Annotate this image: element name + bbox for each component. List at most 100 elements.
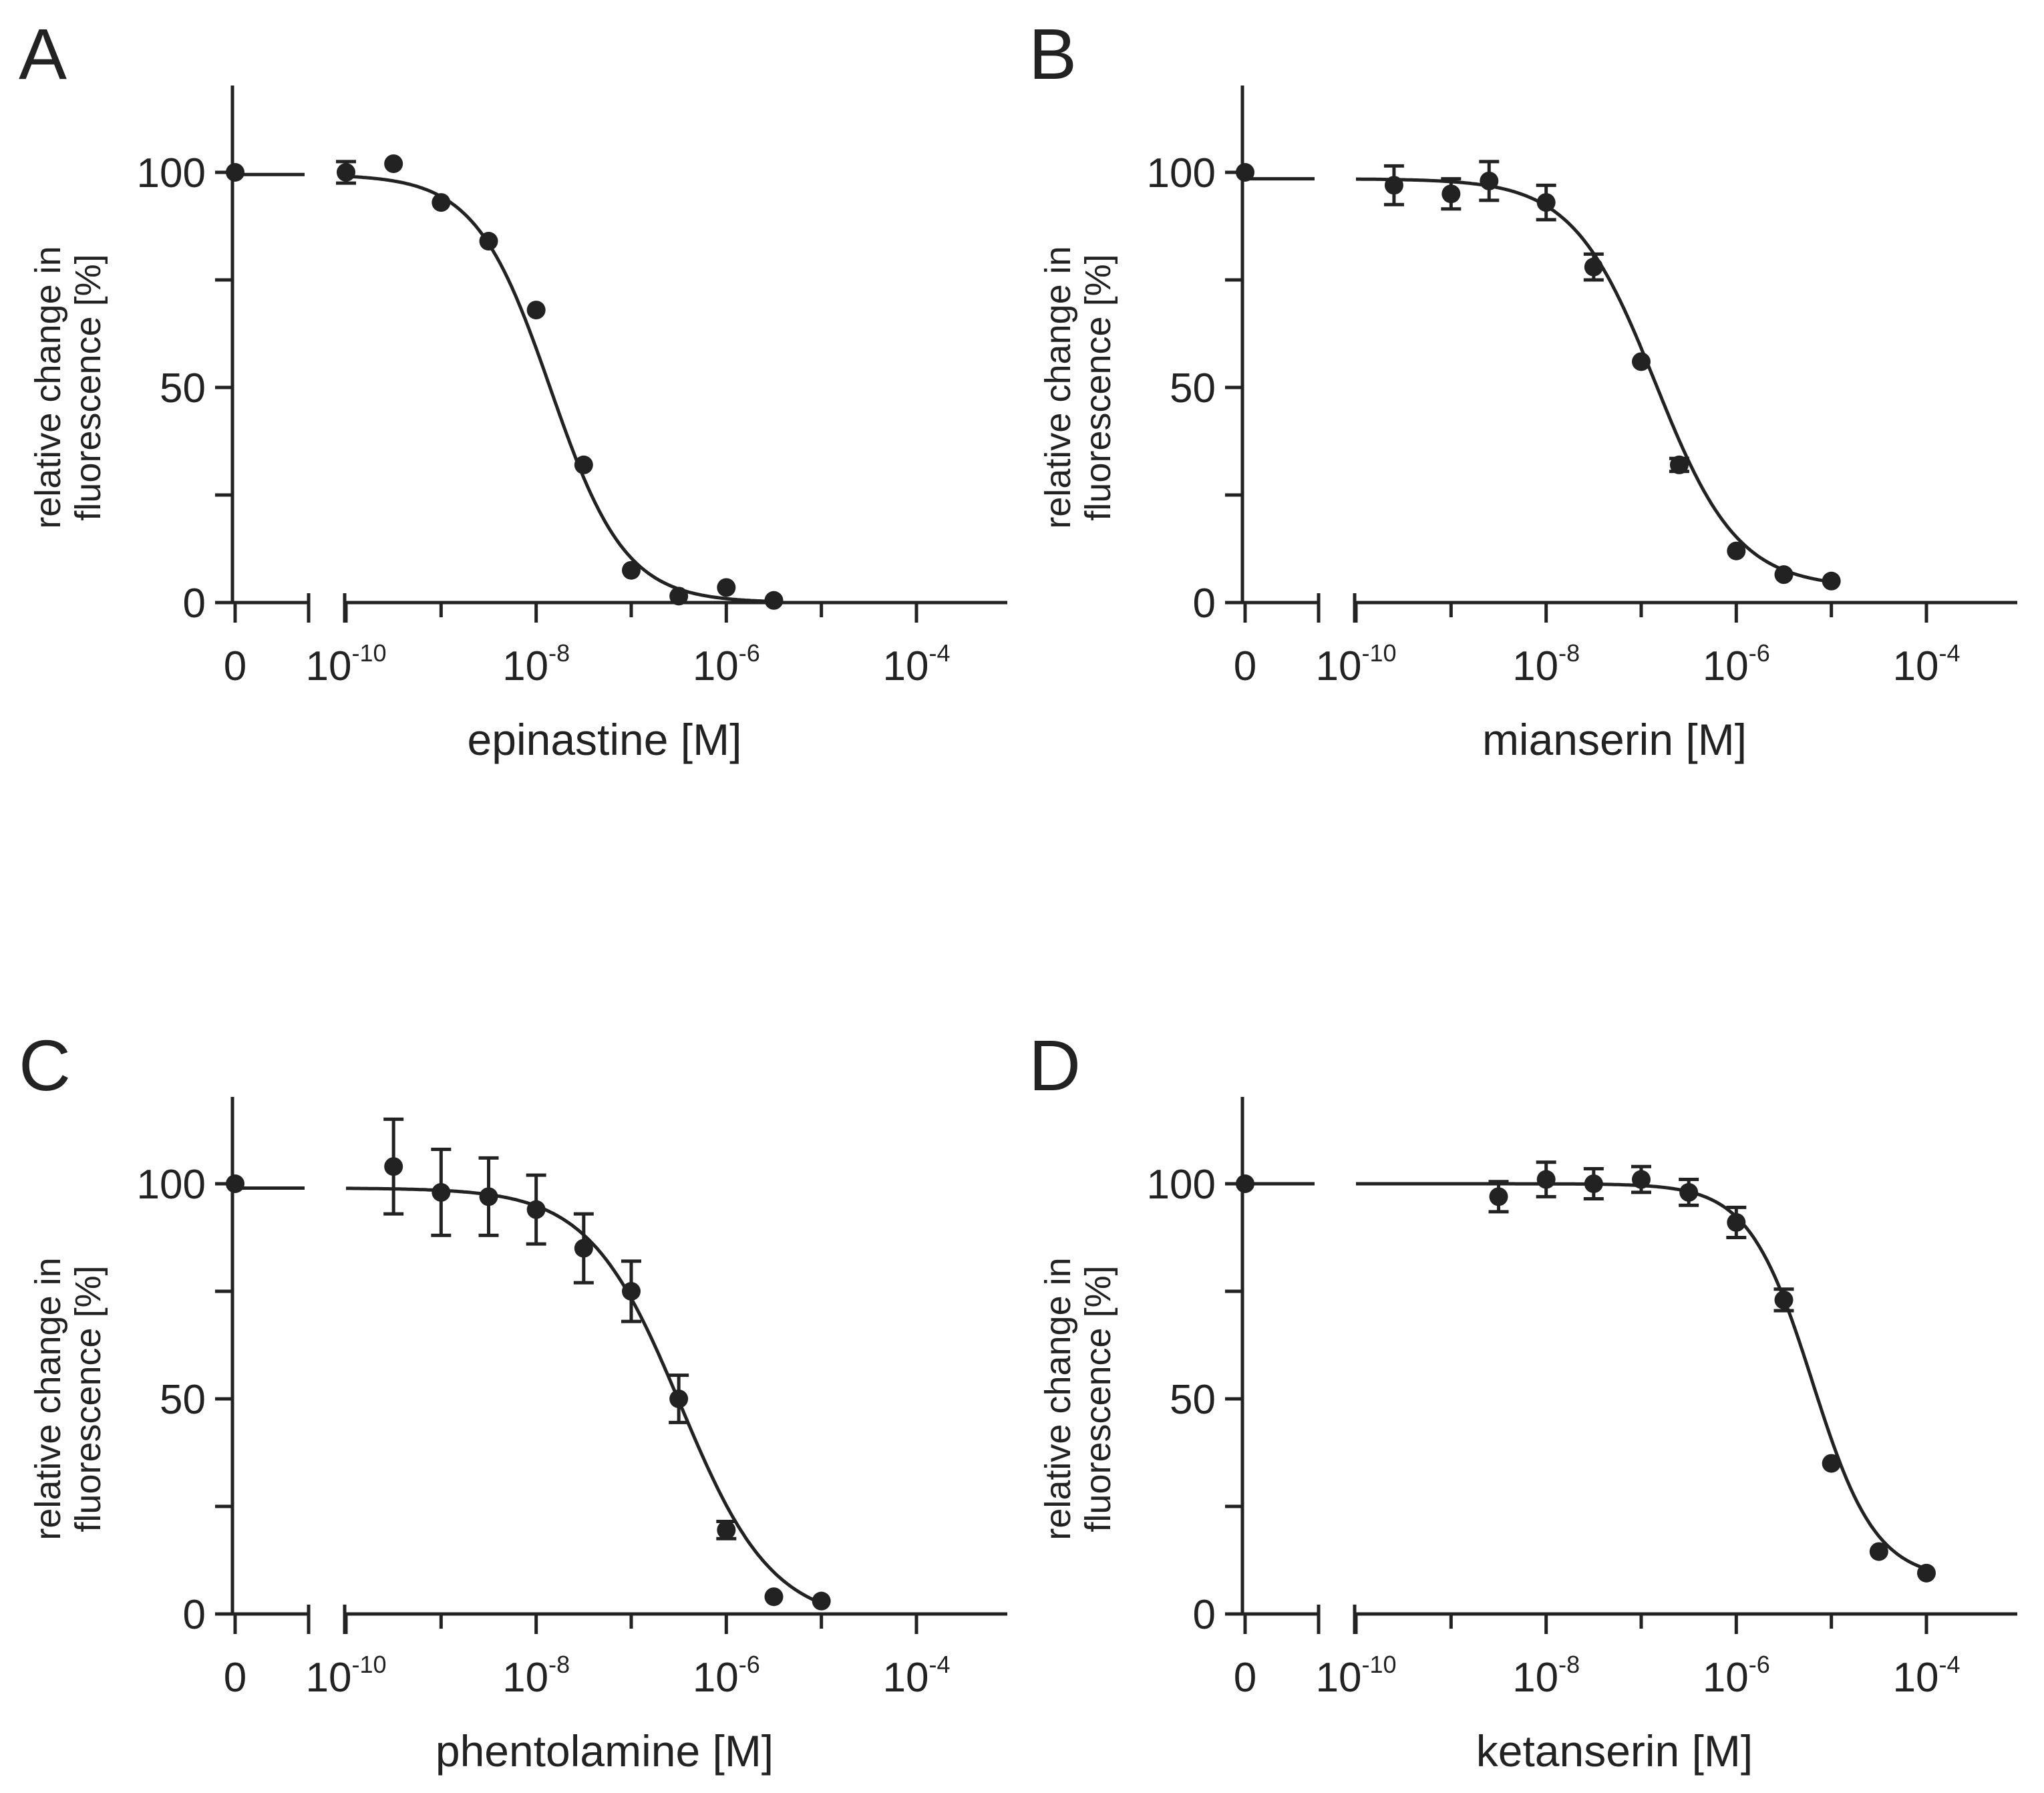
x-tick-exponent: -8: [548, 639, 570, 667]
data-point: [764, 591, 784, 610]
control-point: [226, 163, 244, 182]
control-point: [1236, 163, 1254, 182]
data-point: [1822, 571, 1841, 591]
y-tick-label: 50: [1170, 365, 1216, 412]
panel-letter: C: [19, 1025, 71, 1106]
data-point: [1822, 1454, 1841, 1473]
panel-c: C 0 50 100 relative change in fluorescence [%…: [19, 1025, 1007, 1776]
x-tick-exponent: -4: [928, 1651, 950, 1678]
y-tick-label: 100: [137, 150, 206, 196]
x-tick-exponent: -8: [1558, 1651, 1580, 1678]
data-point: [1774, 565, 1794, 585]
data-point: [479, 232, 498, 251]
panel-letter: A: [19, 13, 67, 94]
panel-b: B 0 50 100 relative change in fluorescence [%…: [1029, 13, 2017, 764]
data-point: [812, 1591, 831, 1611]
panel-letter: D: [1029, 1025, 1081, 1106]
data-point: [1917, 1563, 1936, 1583]
data-point: [622, 1282, 641, 1301]
y-tick-label: 0: [183, 1592, 206, 1638]
data-point: [1669, 455, 1689, 474]
data-point: [432, 193, 451, 212]
x-tick-exponent: -8: [1558, 639, 1580, 667]
y-axis-title-line2: fluorescence [%]: [1078, 1265, 1118, 1532]
control-point: [226, 1174, 244, 1193]
data-point: [432, 1182, 451, 1202]
y-tick-label: 0: [1193, 1592, 1216, 1638]
x-tick-label-zero: 0: [224, 643, 246, 689]
y-axis-title-line1: relative change in: [28, 246, 68, 528]
x-tick-exponent: -4: [1938, 1651, 1960, 1678]
data-point: [1584, 1174, 1603, 1193]
data-point: [1441, 184, 1461, 204]
x-tick-label: 10-10: [1316, 639, 1397, 689]
data-point: [384, 154, 403, 174]
y-axis-title-line1: relative change in: [28, 1257, 68, 1540]
data-point: [1727, 541, 1746, 560]
data-point: [1869, 1542, 1888, 1561]
data-point: [1480, 171, 1499, 190]
y-tick-label: 0: [183, 581, 206, 627]
y-axis-title-line1: relative change in: [1038, 1257, 1078, 1540]
data-point: [1632, 1170, 1651, 1189]
data-point: [669, 587, 689, 606]
y-tick-label: 50: [160, 1377, 206, 1423]
x-tick-label: 10-6: [1703, 1651, 1770, 1701]
data-point: [1384, 176, 1403, 195]
x-tick-exponent: -10: [1361, 1651, 1396, 1678]
x-tick-label: 10-8: [1512, 1651, 1580, 1701]
y-axis-title-line2: fluorescence [%]: [68, 254, 108, 520]
data-point: [622, 560, 641, 580]
x-tick-exponent: -6: [1749, 639, 1770, 667]
x-tick-exponent: -4: [928, 639, 950, 667]
y-tick-label: 100: [137, 1162, 206, 1208]
fit-curve: [345, 174, 774, 603]
data-point: [384, 1157, 403, 1176]
x-tick-exponent: -10: [351, 639, 386, 667]
x-tick-label-zero: 0: [1234, 1655, 1256, 1701]
x-tick-exponent: -10: [1361, 639, 1396, 667]
x-tick-exponent: -8: [548, 1651, 570, 1678]
y-tick-label: 0: [1193, 581, 1216, 627]
control-point: [1236, 1174, 1254, 1193]
data-point: [1727, 1212, 1746, 1232]
x-axis-title: mianserin [M]: [1482, 715, 1747, 764]
x-tick-exponent: -6: [739, 1651, 760, 1678]
y-tick-label: 50: [1170, 1377, 1216, 1423]
data-point: [1774, 1290, 1794, 1309]
x-tick-exponent: -4: [1938, 639, 1960, 667]
x-tick-label: 10-4: [1893, 1651, 1961, 1701]
data-point: [1679, 1182, 1699, 1202]
data-point: [717, 578, 736, 597]
y-tick-label: 50: [160, 365, 206, 412]
x-tick-exponent: -10: [351, 1651, 386, 1678]
panel-letter: B: [1029, 13, 1077, 94]
data-point: [1632, 352, 1651, 371]
data-point: [717, 1520, 736, 1540]
y-tick-label: 100: [1147, 1162, 1216, 1208]
panel-a: A 0 50 100 relative change in fluorescence [%…: [19, 13, 1007, 764]
x-tick-label: 10-6: [693, 1651, 760, 1701]
data-point: [574, 455, 593, 474]
x-axis-title: ketanserin [M]: [1476, 1726, 1753, 1776]
data-point: [669, 1390, 689, 1408]
data-point: [1536, 1170, 1556, 1189]
x-axis-title: epinastine [M]: [468, 715, 742, 764]
x-tick-exponent: -6: [1749, 1651, 1770, 1678]
data-point: [1489, 1187, 1508, 1206]
y-tick-label: 100: [1147, 150, 1216, 196]
data-point: [1584, 257, 1603, 277]
data-point: [1536, 193, 1556, 212]
data-point: [574, 1239, 593, 1258]
y-axis-title-line2: fluorescence [%]: [1078, 254, 1118, 520]
x-tick-label-zero: 0: [224, 1655, 246, 1701]
data-point: [526, 301, 546, 320]
x-tick-label-zero: 0: [1234, 643, 1256, 689]
x-axis-title: phentolamine [M]: [436, 1726, 774, 1776]
data-point: [764, 1587, 784, 1607]
data-point: [479, 1187, 498, 1206]
data-point: [526, 1200, 546, 1219]
data-point: [337, 163, 355, 182]
